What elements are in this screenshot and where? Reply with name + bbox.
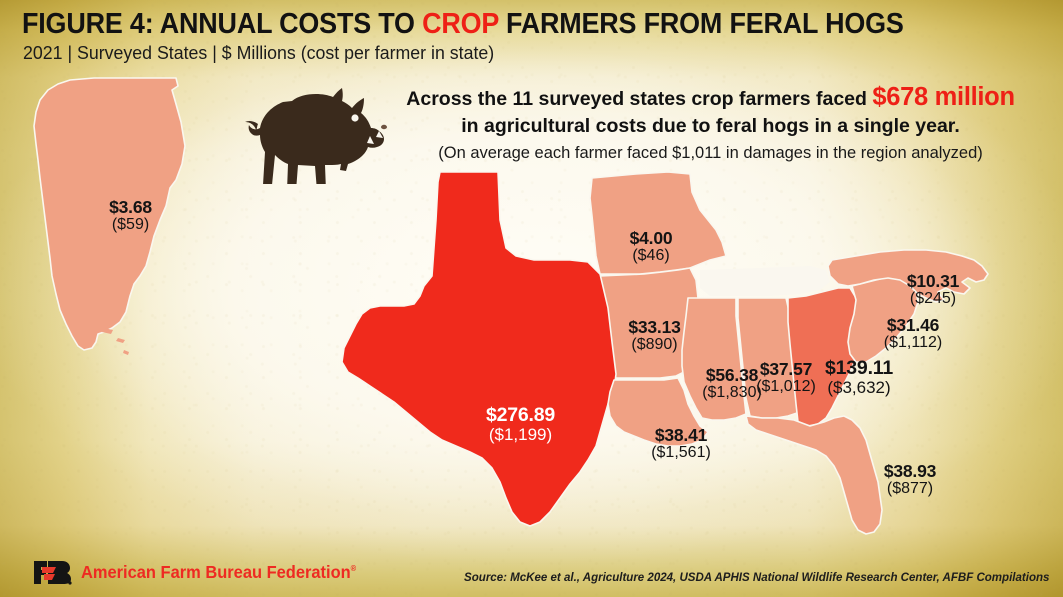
state-value-missouri: $4.00: [629, 228, 673, 248]
afbf-monogram-icon: [34, 561, 72, 585]
state-perfarmer-mississippi: ($1,830): [702, 384, 762, 402]
state-shape-north-carolina[interactable]: [827, 249, 989, 303]
state-shape-mississippi[interactable]: [681, 297, 747, 421]
afbf-logo[interactable]: American Farm Bureau Federation®: [32, 558, 374, 587]
title-highlight-crop: CROP: [422, 8, 499, 40]
state-perfarmer-florida: ($877): [886, 480, 934, 498]
callout-block: Across the 11 surveyed states crop farme…: [398, 84, 1023, 164]
state-value-arkansas: $33.13: [628, 317, 681, 337]
state-perfarmer-texas: ($1,199): [488, 425, 553, 445]
title-text-post: FARMERS FROM FERAL HOGS: [498, 8, 904, 40]
state-label-alabama: $37.57 ($1,012): [732, 360, 840, 395]
state-label-georgia: $139.11 ($3,632): [798, 358, 920, 397]
state-shape-louisiana[interactable]: [607, 377, 709, 447]
state-perfarmer-alabama: ($1,012): [756, 378, 816, 396]
state-value-north-carolina: $10.31: [906, 271, 960, 291]
state-shape-georgia[interactable]: [787, 287, 863, 427]
state-shape-florida[interactable]: [745, 415, 883, 535]
state-perfarmer-missouri: ($46): [632, 247, 670, 265]
state-perfarmer-california: ($59): [111, 216, 150, 234]
state-value-louisiana: $38.41: [654, 425, 708, 445]
state-perfarmer-georgia: ($3,632): [827, 378, 891, 398]
state-shape-texas[interactable]: [341, 171, 617, 527]
afbf-wordmark: American Farm Bureau Federation®: [81, 562, 356, 583]
state-value-alabama: $37.57: [759, 359, 813, 379]
page-subtitle: 2021 | Surveyed States | $ Millions (cos…: [23, 42, 495, 63]
state-value-georgia: $139.11: [824, 357, 893, 379]
feral-hog-icon: [245, 88, 387, 184]
state-value-california: $3.68: [109, 197, 152, 217]
state-label-mississippi: $56.38 ($1,830): [676, 366, 788, 401]
state-label-texas: $276.89 ($1,199): [443, 405, 598, 444]
callout-line-3-average: (On average each farmer faced $1,011 in …: [438, 144, 983, 162]
state-value-mississippi: $56.38: [705, 365, 759, 385]
state-label-arkansas: $33.13 ($890): [597, 318, 712, 353]
state-shape-alabama[interactable]: [737, 297, 801, 419]
state-label-south-carolina: $31.46 ($1,112): [852, 316, 974, 351]
state-shape-california[interactable]: [33, 77, 186, 351]
page-title: FIGURE 4: ANNUAL COSTS TO CROP FARMERS F…: [22, 8, 904, 41]
callout-line-1-text: Across the 11 surveyed states crop farme…: [406, 88, 873, 110]
afbf-wordmark-text: American Farm Bureau Federation: [81, 562, 351, 582]
callout-total-amount: $678 million: [872, 83, 1015, 111]
registered-mark: ®: [350, 564, 357, 574]
state-shape-missouri[interactable]: [589, 171, 727, 275]
state-perfarmer-south-carolina: ($1,112): [883, 334, 943, 352]
state-value-south-carolina: $31.46: [886, 315, 940, 335]
state-shape-california-islands: [102, 328, 129, 355]
source-citation: Source: McKee et al., Agriculture 2024, …: [463, 570, 1049, 584]
callout-line-2: in agricultural costs due to feral hogs …: [461, 115, 960, 137]
state-value-texas: $276.89: [485, 404, 556, 426]
state-perfarmer-louisiana: ($1,561): [651, 444, 711, 462]
state-label-missouri: $4.00 ($46): [596, 229, 706, 264]
state-perfarmer-north-carolina: ($245): [909, 290, 957, 308]
state-label-louisiana: $38.41 ($1,561): [625, 426, 737, 461]
state-value-florida: $38.93: [883, 461, 937, 481]
state-shape-tennessee-kentucky-unshaded: [700, 266, 830, 296]
state-label-north-carolina: $10.31 ($245): [878, 272, 988, 307]
state-perfarmer-arkansas: ($890): [631, 336, 678, 354]
state-label-florida: $38.93 ($877): [855, 462, 965, 497]
callout-line-1: Across the 11 surveyed states crop farme…: [398, 84, 1023, 112]
us-states-choropleth-map: [33, 77, 989, 535]
title-text-pre: FIGURE 4: ANNUAL COSTS TO: [22, 8, 423, 40]
state-label-california: $3.68 ($59): [68, 198, 193, 233]
